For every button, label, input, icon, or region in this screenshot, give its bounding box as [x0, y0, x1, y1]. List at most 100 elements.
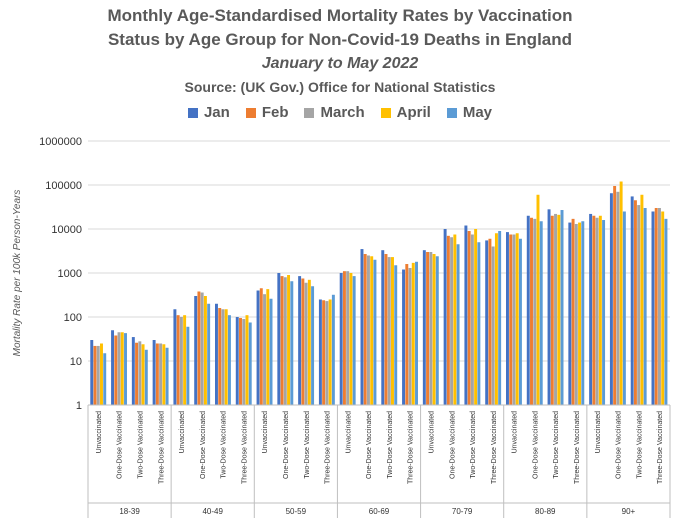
legend-item-march: March: [304, 104, 365, 121]
bar-april: [661, 211, 665, 405]
y-tick-label: 10: [70, 356, 82, 368]
bar-feb: [467, 231, 471, 405]
y-tick-label: 100: [64, 312, 82, 324]
bar-april: [557, 214, 561, 405]
bar-jan: [111, 330, 115, 405]
bar-april: [619, 181, 623, 405]
legend-item-jan: Jan: [187, 104, 230, 121]
bar-march: [283, 277, 287, 405]
bar-may: [622, 211, 626, 405]
bar-jan: [339, 273, 343, 405]
bar-may: [456, 244, 460, 405]
bar-march: [304, 282, 308, 405]
bar-may: [269, 298, 273, 405]
bar-feb: [592, 215, 596, 405]
bar-may: [373, 259, 377, 405]
bar-march: [408, 267, 412, 405]
bar-march: [554, 213, 557, 405]
x-category-label: Two-Dose Vaccinated: [470, 411, 477, 479]
bar-jan: [589, 213, 593, 405]
x-category-label: Two-Dose Vaccinated: [387, 411, 394, 479]
bar-jan: [630, 196, 634, 405]
bar-may: [539, 221, 543, 405]
bar-may: [290, 281, 294, 405]
bar-feb: [509, 234, 513, 405]
bar-may: [477, 242, 481, 405]
bar-may: [415, 261, 418, 405]
bar-may: [248, 322, 252, 405]
x-category-label: One-Dose Vaccinated: [117, 411, 124, 479]
bar-march: [616, 191, 620, 405]
chart-title-line-2: Status by Age Group for Non-Covid-19 Dea…: [107, 30, 573, 49]
bar-jan: [609, 193, 613, 405]
x-category-label: Two-Dose Vaccinated: [553, 411, 560, 479]
bar-march: [470, 234, 474, 405]
x-category-label: Unvaccinated: [595, 411, 602, 454]
bar-jan: [298, 276, 302, 405]
legend-swatch-jan: [187, 107, 198, 118]
bar-jan: [215, 303, 218, 405]
bar-march: [637, 205, 641, 405]
x-category-label: One-Dose Vaccinated: [366, 411, 373, 479]
bar-april: [474, 229, 478, 405]
bar-march: [221, 309, 225, 405]
x-category-label: Unvaccinated: [428, 411, 435, 454]
bar-feb: [405, 264, 409, 405]
bar-feb: [342, 271, 346, 405]
bar-march: [242, 319, 246, 405]
bar-jan: [360, 249, 364, 405]
legend-label-jan: Jan: [203, 104, 230, 121]
bar-feb: [363, 254, 367, 405]
bar-jan: [194, 296, 198, 405]
bar-jan: [152, 340, 156, 405]
x-category-label: Three-Dose Vaccinated: [408, 411, 415, 484]
bar-may: [664, 218, 668, 405]
x-category-label: Three-Dose Vaccinated: [657, 411, 664, 484]
bar-feb: [613, 185, 617, 405]
bar-march: [533, 218, 537, 405]
bar-april: [162, 344, 166, 405]
bar-jan: [422, 250, 426, 405]
chart-legend: Jan Feb March April May: [0, 104, 680, 121]
x-category-label: Two-Dose Vaccinated: [221, 411, 228, 479]
bar-feb: [571, 218, 575, 405]
bar-march: [429, 252, 433, 405]
x-category-label: Two-Dose Vaccinated: [137, 411, 144, 479]
bar-may: [518, 238, 522, 405]
bar-april: [141, 344, 145, 405]
bar-may: [124, 333, 127, 405]
bar-march: [574, 223, 578, 405]
bar-march: [450, 237, 454, 405]
bar-feb: [259, 288, 263, 405]
bar-jan: [651, 211, 655, 405]
bar-march: [200, 292, 204, 405]
bar-jan: [568, 222, 572, 405]
x-category-label: One-Dose Vaccinated: [532, 411, 539, 479]
bar-april: [370, 256, 374, 405]
bar-may: [207, 303, 211, 405]
x-category-label: Unvaccinated: [512, 411, 519, 454]
bar-may: [311, 286, 315, 405]
bar-march: [657, 208, 661, 405]
bar-may: [165, 347, 169, 405]
bar-may: [227, 315, 231, 405]
bar-march: [366, 255, 370, 405]
bar-feb: [633, 200, 637, 405]
bar-feb: [197, 291, 201, 405]
chart-title-line-1: Monthly Age-Standardised Mortality Rates…: [107, 6, 573, 25]
bar-feb: [654, 208, 658, 405]
bar-may: [643, 208, 647, 405]
bar-april: [411, 262, 415, 405]
bar-jan: [173, 309, 177, 405]
bar-jan: [256, 290, 260, 405]
bar-may: [560, 210, 564, 405]
x-group-label: 50-59: [286, 507, 307, 516]
legend-swatch-feb: [245, 107, 256, 118]
bar-jan: [547, 209, 551, 405]
bar-jan: [131, 337, 135, 405]
x-category-label: Three-Dose Vaccinated: [325, 411, 332, 484]
bar-feb: [239, 317, 242, 405]
bar-jan: [90, 340, 94, 405]
x-category-label: Two-Dose Vaccinated: [304, 411, 311, 479]
